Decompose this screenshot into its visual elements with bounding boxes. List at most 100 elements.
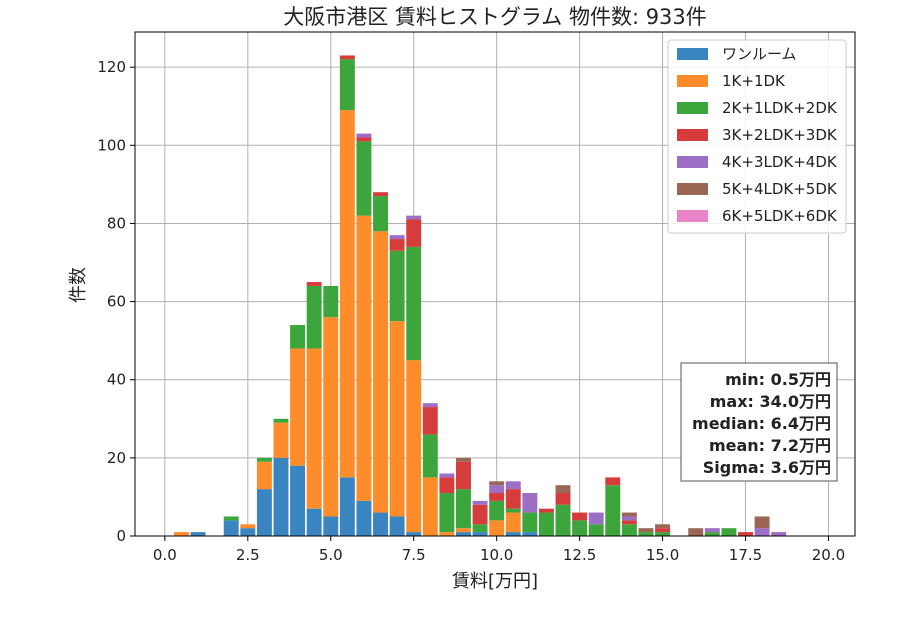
bar-segment: [522, 512, 538, 533]
legend-swatch: [677, 102, 708, 114]
bar-segment: [738, 532, 753, 536]
bar-segment: [389, 235, 405, 240]
bar-segment: [621, 516, 637, 521]
bar-segment: [439, 532, 455, 536]
bar-segment: [422, 477, 438, 536]
y-tick-label: 0: [116, 527, 126, 545]
chart-title: 大阪市港区 賃料ヒストグラム 物件数: 933件: [283, 5, 707, 29]
bar-segment: [240, 524, 256, 529]
bar-segment: [356, 215, 372, 501]
x-tick-label: 7.5: [402, 546, 426, 564]
bar-segment: [422, 403, 438, 408]
bar-segment: [621, 520, 637, 525]
y-tick-label: 60: [107, 293, 126, 311]
legend-swatch: [677, 129, 708, 141]
bar-segment: [406, 360, 422, 533]
bar-segment: [339, 59, 355, 111]
x-tick-label: 10.0: [480, 546, 513, 564]
bar-segment: [389, 239, 405, 251]
bar-segment: [373, 231, 388, 513]
bar-segment: [472, 500, 488, 505]
x-tick-label: 2.5: [236, 546, 260, 564]
bar-segment: [771, 532, 787, 536]
bar-segment: [472, 532, 488, 536]
bar-segment: [356, 133, 372, 138]
bar-segment: [373, 196, 388, 232]
bar-segment: [721, 528, 737, 536]
bar-segment: [555, 493, 571, 505]
bar-segment: [489, 520, 505, 536]
bar-segment: [389, 516, 405, 536]
bar-segment: [290, 348, 306, 466]
bar-segment: [389, 250, 405, 322]
bar-segment: [422, 434, 438, 478]
bar-segment: [422, 407, 438, 435]
legend-label: 2K+1LDK+2DK: [722, 99, 838, 117]
bar-segment: [290, 325, 306, 349]
bar-segment: [356, 141, 372, 216]
bar-segment: [754, 516, 770, 529]
bar-segment: [223, 520, 239, 536]
y-axis-ticks: 0 20 40 60 80 100 120: [97, 58, 135, 545]
bar-segment: [406, 532, 422, 536]
stats-line: min: 0.5万円: [725, 370, 831, 389]
bar-segment: [389, 321, 405, 517]
bar-segment: [638, 532, 654, 536]
bar-segment: [489, 481, 505, 486]
bar-segment: [472, 524, 488, 533]
bar-segment: [273, 422, 289, 458]
bar-segment: [339, 110, 355, 478]
bar-segment: [456, 489, 471, 529]
bar-segment: [605, 477, 621, 486]
bar-segment: [489, 500, 505, 521]
legend-swatch: [677, 156, 708, 168]
bar-segment: [256, 489, 272, 536]
y-tick-label: 20: [107, 449, 126, 467]
bar-segment: [323, 516, 339, 536]
bar-segment: [555, 485, 571, 494]
bar-segment: [754, 528, 770, 536]
bar-segment: [621, 512, 637, 517]
bar-segment: [373, 192, 388, 197]
bar-segment: [256, 457, 272, 462]
legend-label: ワンルーム: [722, 45, 797, 63]
legend-label: 6K+5LDK+6DK: [722, 207, 838, 225]
y-tick-label: 120: [97, 58, 126, 76]
bar-segment: [173, 532, 189, 536]
legend-box: [667, 39, 847, 234]
bar-segment: [472, 504, 488, 525]
x-tick-label: 15.0: [646, 546, 679, 564]
bar-segment: [505, 508, 521, 513]
bar-segment: [572, 512, 588, 521]
bar-segment: [688, 528, 704, 536]
bar-segment: [522, 532, 538, 536]
bar-segment: [290, 465, 306, 536]
y-tick-label: 40: [107, 371, 126, 389]
plot-frame: [134, 31, 856, 537]
stats-line: mean: 7.2万円: [709, 436, 831, 455]
bar-segment: [538, 508, 554, 513]
bar-segment: [555, 504, 571, 536]
bar-segment: [522, 493, 538, 513]
legend-label: 3K+2LDK+3DK: [722, 126, 838, 144]
bar-segment: [223, 516, 239, 521]
bar-segment: [273, 418, 289, 423]
bar-segment: [356, 137, 372, 142]
legend: ワンルーム 1K+1DK 2K+1LDK+2DK 3K+2LDK+3DK 4K+3LDK…: [667, 39, 847, 234]
stats-line: max: 34.0万円: [710, 392, 831, 411]
bar-segment: [655, 528, 671, 533]
x-axis-ticks: 0.0 2.5 5.0 7.5 10.0 12.5 15.0 17.5 20.0: [153, 536, 845, 564]
bar-segment: [456, 528, 471, 533]
bar-segment: [306, 282, 322, 286]
legend-swatch: [677, 75, 708, 87]
y-tick-label: 80: [107, 214, 126, 232]
bar-segment: [323, 317, 339, 517]
stats-line: median: 6.4万円: [692, 414, 831, 433]
bar-segment: [655, 524, 671, 529]
bar-segment: [439, 473, 455, 478]
bar-segment: [406, 215, 422, 220]
x-tick-label: 5.0: [319, 546, 343, 564]
bars-group: [173, 55, 787, 536]
y-tick-label: 100: [97, 136, 126, 154]
